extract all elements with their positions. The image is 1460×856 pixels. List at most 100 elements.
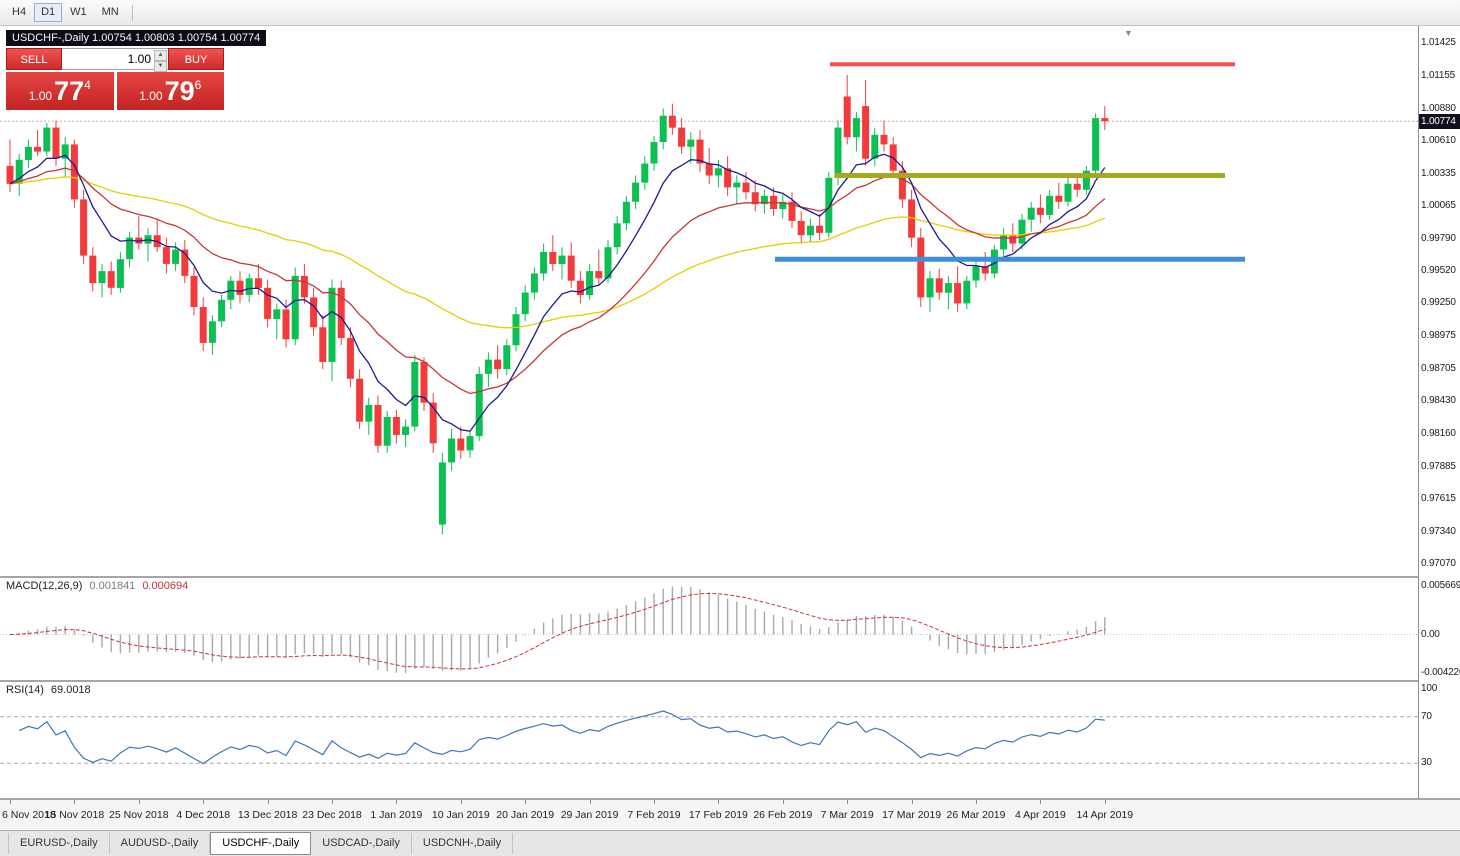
macd-histogram-bar bbox=[46, 626, 48, 635]
lot-spinner-down-icon[interactable]: ▼ bbox=[154, 61, 167, 72]
macd-histogram-bar bbox=[27, 630, 30, 635]
date-label: 10 Jan 2019 bbox=[431, 809, 490, 821]
macd-histogram-bar bbox=[956, 634, 959, 653]
candle bbox=[816, 225, 824, 233]
candle bbox=[1055, 195, 1063, 202]
macd-histogram-bar bbox=[975, 634, 977, 654]
candle bbox=[172, 249, 180, 264]
candle bbox=[208, 321, 216, 343]
macd-histogram-bar bbox=[469, 634, 471, 670]
candle bbox=[162, 247, 170, 264]
macd-histogram-bar bbox=[165, 634, 168, 653]
panel-divider[interactable] bbox=[0, 680, 1460, 682]
tab-eurusd-daily[interactable]: EURUSD-,Daily bbox=[8, 833, 110, 854]
macd-histogram-bar bbox=[276, 634, 278, 657]
date-tick bbox=[396, 800, 398, 804]
candle bbox=[898, 170, 906, 200]
date-label: 29 Jan 2019 bbox=[560, 809, 619, 821]
lot-size-input[interactable] bbox=[62, 49, 168, 69]
timeframe-d1-button[interactable]: D1 bbox=[34, 3, 63, 22]
price-axis-label: 0.99250 bbox=[1421, 297, 1456, 309]
candle bbox=[926, 278, 934, 298]
candle bbox=[963, 280, 971, 304]
candle bbox=[116, 259, 124, 288]
timeframe-w1-button[interactable]: W1 bbox=[70, 6, 87, 18]
candle bbox=[126, 237, 134, 260]
candle bbox=[356, 378, 364, 422]
candle bbox=[972, 266, 980, 281]
macd-histogram-bar bbox=[570, 613, 572, 635]
candle bbox=[475, 373, 483, 437]
macd-histogram-bar bbox=[156, 634, 158, 652]
tab-usdcnh-daily[interactable]: USDCNH-,Daily bbox=[412, 833, 514, 854]
rsi-axis-label: 30 bbox=[1421, 757, 1432, 769]
price-axis[interactable]: 1.00774 1.01425 1.01155 1.00880 1.00610 1.00… bbox=[1418, 26, 1460, 798]
one-click-trading-panel: SELL ▲ ▼ BUY 1.00 77 4 1.00 bbox=[6, 48, 224, 110]
macd-axis-label: 0.00 bbox=[1421, 628, 1440, 640]
panel-divider[interactable] bbox=[0, 798, 1460, 800]
timeframe-mn-button[interactable]: MN bbox=[101, 6, 119, 18]
macd-histogram-bar bbox=[708, 592, 710, 635]
macd-histogram-bar bbox=[653, 593, 655, 635]
macd-histogram-bar bbox=[782, 617, 784, 635]
macd-histogram-bar bbox=[349, 634, 352, 658]
candle bbox=[687, 139, 695, 147]
macd-histogram-bar bbox=[312, 634, 315, 655]
date-axis[interactable]: 6 Nov 2018 15 Nov 2018 25 Nov 2018 4 Dec 20… bbox=[0, 800, 1460, 830]
candle bbox=[181, 249, 189, 276]
candle bbox=[558, 255, 566, 264]
candle bbox=[917, 237, 925, 298]
macd-value-1: 0.001841 bbox=[89, 580, 136, 592]
panel-divider[interactable] bbox=[0, 576, 1460, 578]
rsi-canvas[interactable] bbox=[0, 682, 1418, 798]
macd-histogram-bar bbox=[101, 634, 103, 648]
candle bbox=[696, 139, 704, 164]
macd-canvas[interactable] bbox=[0, 578, 1418, 680]
price-axis-label: 0.97340 bbox=[1421, 525, 1456, 537]
scroll-to-end-marker[interactable]: ▼ bbox=[1124, 28, 1133, 38]
candle bbox=[236, 280, 244, 295]
rsi-value: 69.0018 bbox=[50, 684, 91, 696]
macd-histogram-bar bbox=[368, 634, 370, 666]
macd-histogram-bar bbox=[690, 586, 692, 635]
tab-usdchf-daily[interactable]: USDCHF-,Daily bbox=[210, 832, 312, 855]
buy-button[interactable]: BUY bbox=[168, 48, 224, 70]
candle bbox=[319, 327, 327, 362]
macd-histogram-bar bbox=[285, 634, 287, 658]
candle bbox=[70, 144, 78, 200]
tab-usdcad-daily[interactable]: USDCAD-,Daily bbox=[311, 833, 412, 854]
ask-price-button[interactable]: 1.00 79 6 bbox=[116, 72, 224, 110]
candle bbox=[438, 462, 446, 525]
candle bbox=[871, 134, 879, 159]
tab-audusd-daily[interactable]: AUDUSD-,Daily bbox=[110, 833, 211, 854]
macd-histogram-bar bbox=[763, 611, 766, 635]
lot-spinner-up-icon[interactable]: ▲ bbox=[154, 50, 167, 61]
rsi-axis-label: 100 bbox=[1421, 683, 1438, 694]
candle bbox=[34, 146, 42, 152]
sell-button[interactable]: SELL bbox=[6, 48, 62, 70]
macd-histogram-bar bbox=[910, 626, 913, 635]
candle bbox=[512, 314, 520, 346]
candle bbox=[1046, 195, 1054, 215]
rsi-label: RSI(14) 69.0018 bbox=[6, 684, 91, 696]
macd-histogram-bar bbox=[745, 604, 747, 635]
candle bbox=[80, 199, 88, 256]
ma-fast-blue-line bbox=[9, 153, 1106, 432]
macd-histogram-bar bbox=[671, 586, 674, 635]
bid-price-button[interactable]: 1.00 77 4 bbox=[6, 72, 114, 110]
main-chart-canvas[interactable] bbox=[0, 26, 1418, 576]
macd-histogram-bar bbox=[883, 614, 885, 635]
macd-axis-label: 0.0056692 bbox=[1421, 580, 1460, 591]
macd-histogram-bar bbox=[579, 614, 582, 635]
macd-histogram-bar bbox=[598, 613, 600, 635]
date-tick bbox=[718, 800, 720, 804]
candle bbox=[310, 297, 318, 328]
macd-histogram-bar bbox=[1012, 634, 1014, 648]
macd-histogram-bar bbox=[874, 615, 876, 635]
candle bbox=[1101, 118, 1109, 122]
macd-histogram-bar bbox=[377, 634, 379, 670]
candle bbox=[374, 405, 382, 446]
timeframe-h4-button[interactable]: H4 bbox=[12, 6, 27, 18]
candle bbox=[586, 271, 594, 295]
date-label: 25 Nov 2018 bbox=[109, 809, 169, 821]
